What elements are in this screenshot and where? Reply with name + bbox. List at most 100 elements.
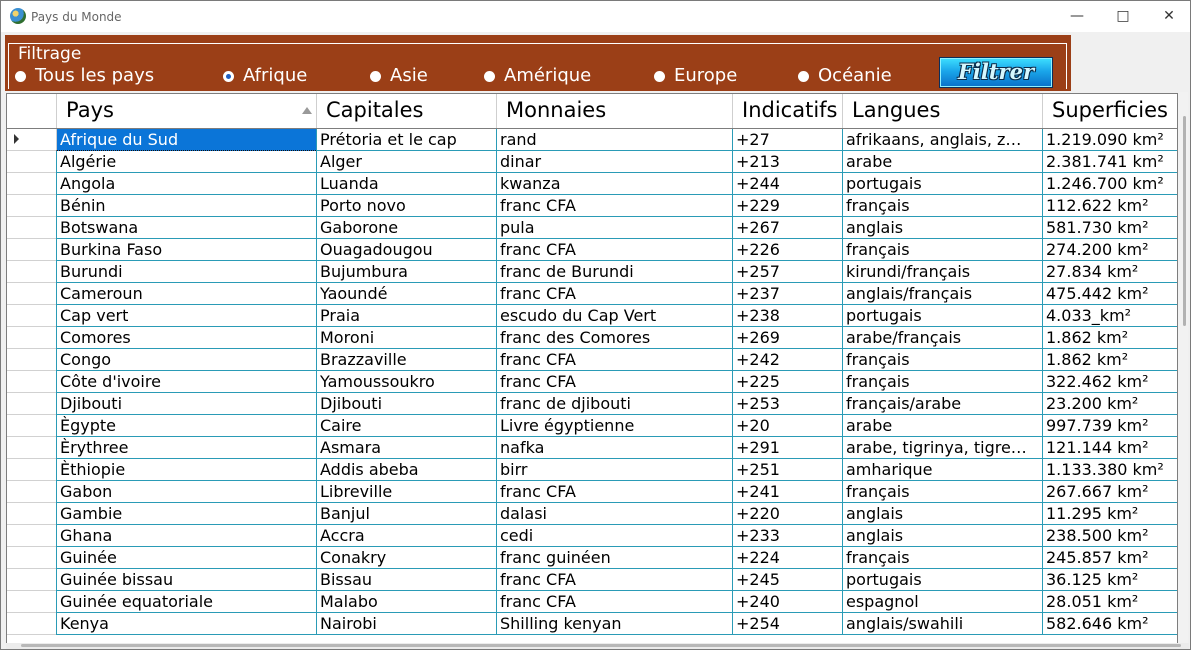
table-cell[interactable]: arabe bbox=[842, 151, 1042, 173]
table-cell[interactable]: Alger bbox=[316, 151, 496, 173]
row-header[interactable] bbox=[7, 349, 56, 371]
table-cell[interactable]: Ègypte bbox=[56, 415, 316, 437]
table-cell[interactable]: franc CFA bbox=[496, 481, 732, 503]
countries-grid[interactable]: Pays Capitales Monnaies Indicatifs Langu… bbox=[6, 93, 1178, 645]
radio-label[interactable]: Amérique bbox=[504, 65, 592, 86]
row-header[interactable] bbox=[7, 173, 56, 195]
table-row[interactable]: Cameroun Yaoundé franc CFA +237 anglais/fran… bbox=[7, 283, 1177, 305]
table-cell[interactable]: français bbox=[842, 195, 1042, 217]
table-cell[interactable]: 4.033_km² bbox=[1042, 305, 1177, 327]
table-cell[interactable]: 475.442 km² bbox=[1042, 283, 1177, 305]
table-cell[interactable]: arabe bbox=[842, 415, 1042, 437]
table-cell[interactable]: français bbox=[842, 349, 1042, 371]
table-cell[interactable]: espagnol bbox=[842, 591, 1042, 613]
table-cell[interactable]: 28.051 km² bbox=[1042, 591, 1177, 613]
table-cell[interactable]: +254 bbox=[732, 613, 842, 635]
row-header[interactable] bbox=[7, 569, 56, 591]
table-row[interactable]: Congo Brazzaville franc CFA +242 français 1.8… bbox=[7, 349, 1177, 371]
table-cell[interactable]: Malabo bbox=[316, 591, 496, 613]
table-cell[interactable]: +257 bbox=[732, 261, 842, 283]
table-cell[interactable]: 121.144 km² bbox=[1042, 437, 1177, 459]
table-row[interactable]: Guinée Conakry franc guinéen +224 français 24… bbox=[7, 547, 1177, 569]
row-header[interactable] bbox=[7, 327, 56, 349]
radio-label[interactable]: Tous les pays bbox=[35, 65, 155, 86]
table-cell[interactable]: afrikaans, anglais, z… bbox=[842, 129, 1042, 151]
table-cell[interactable]: portugais bbox=[842, 305, 1042, 327]
table-cell[interactable]: franc des Comores bbox=[496, 327, 732, 349]
row-header[interactable] bbox=[7, 415, 56, 437]
column-header-capitales[interactable]: Capitales bbox=[316, 94, 496, 128]
table-cell[interactable]: +267 bbox=[732, 217, 842, 239]
table-cell[interactable]: 2.381.741 km² bbox=[1042, 151, 1177, 173]
radio-indicator[interactable] bbox=[484, 71, 495, 82]
row-header[interactable] bbox=[7, 217, 56, 239]
radio-indicator[interactable] bbox=[223, 71, 234, 82]
table-cell[interactable]: franc CFA bbox=[496, 591, 732, 613]
table-cell[interactable]: +224 bbox=[732, 547, 842, 569]
table-cell[interactable]: Algérie bbox=[56, 151, 316, 173]
table-cell[interactable]: français bbox=[842, 481, 1042, 503]
table-cell[interactable]: Angola bbox=[56, 173, 316, 195]
table-cell[interactable]: franc CFA bbox=[496, 239, 732, 261]
row-header[interactable] bbox=[7, 393, 56, 415]
table-cell[interactable]: franc CFA bbox=[496, 569, 732, 591]
table-cell[interactable]: birr bbox=[496, 459, 732, 481]
row-header[interactable] bbox=[7, 503, 56, 525]
column-header-superficies[interactable]: Superficies bbox=[1042, 94, 1177, 128]
radio-label[interactable]: Europe bbox=[674, 65, 738, 86]
table-cell[interactable]: Djibouti bbox=[316, 393, 496, 415]
table-cell[interactable]: +233 bbox=[732, 525, 842, 547]
table-cell[interactable]: 1.219.090 km² bbox=[1042, 129, 1177, 151]
table-cell[interactable]: français bbox=[842, 371, 1042, 393]
table-cell[interactable]: Addis abeba bbox=[316, 459, 496, 481]
table-cell[interactable]: anglais/swahili bbox=[842, 613, 1042, 635]
horizontal-scrollbar-thumb[interactable] bbox=[21, 644, 1181, 647]
table-cell[interactable]: Guinée bbox=[56, 547, 316, 569]
table-cell[interactable]: Accra bbox=[316, 525, 496, 547]
table-cell[interactable]: Cameroun bbox=[56, 283, 316, 305]
table-cell[interactable]: +242 bbox=[732, 349, 842, 371]
table-cell[interactable]: 1.133.380 km² bbox=[1042, 459, 1177, 481]
table-cell[interactable]: 274.200 km² bbox=[1042, 239, 1177, 261]
table-row[interactable]: Djibouti Djibouti franc de djibouti +253 fra… bbox=[7, 393, 1177, 415]
table-cell[interactable]: Praia bbox=[316, 305, 496, 327]
table-cell[interactable]: français bbox=[842, 547, 1042, 569]
table-cell[interactable]: Luanda bbox=[316, 173, 496, 195]
table-cell[interactable]: dalasi bbox=[496, 503, 732, 525]
table-cell[interactable]: Djibouti bbox=[56, 393, 316, 415]
row-header[interactable] bbox=[7, 261, 56, 283]
table-cell[interactable]: Libreville bbox=[316, 481, 496, 503]
filter-button[interactable]: Filtrer bbox=[939, 57, 1053, 88]
table-cell[interactable]: +20 bbox=[732, 415, 842, 437]
table-cell[interactable]: Ouagadougou bbox=[316, 239, 496, 261]
horizontal-scrollbar[interactable] bbox=[6, 643, 1189, 649]
table-row[interactable]: Angola Luanda kwanza +244 portugais 1.246.700… bbox=[7, 173, 1177, 195]
table-cell[interactable]: +291 bbox=[732, 437, 842, 459]
vertical-scrollbar[interactable] bbox=[1178, 92, 1188, 644]
table-cell[interactable]: +225 bbox=[732, 371, 842, 393]
radio-label[interactable]: Océanie bbox=[818, 65, 892, 86]
row-header[interactable] bbox=[7, 613, 56, 635]
table-cell[interactable]: anglais/français bbox=[842, 283, 1042, 305]
table-cell[interactable]: Afrique du Sud bbox=[56, 129, 316, 151]
table-row[interactable]: Guinée bissau Bissau franc CFA +245 portugai… bbox=[7, 569, 1177, 591]
table-cell[interactable]: 245.857 km² bbox=[1042, 547, 1177, 569]
column-header-pays[interactable]: Pays bbox=[56, 94, 316, 128]
row-header[interactable] bbox=[7, 371, 56, 393]
table-cell[interactable]: Asmara bbox=[316, 437, 496, 459]
row-header[interactable] bbox=[7, 481, 56, 503]
close-button[interactable]: ✕ bbox=[1163, 8, 1175, 24]
table-cell[interactable]: anglais bbox=[842, 217, 1042, 239]
table-cell[interactable]: Conakry bbox=[316, 547, 496, 569]
table-row[interactable]: Burundi Bujumbura franc de Burundi +257 kiru… bbox=[7, 261, 1177, 283]
table-cell[interactable]: Livre égyptienne bbox=[496, 415, 732, 437]
table-cell[interactable]: 322.462 km² bbox=[1042, 371, 1177, 393]
table-cell[interactable]: 581.730 km² bbox=[1042, 217, 1177, 239]
table-cell[interactable]: Kenya bbox=[56, 613, 316, 635]
table-cell[interactable]: 11.295 km² bbox=[1042, 503, 1177, 525]
table-cell[interactable]: arabe, tigrinya, tigre… bbox=[842, 437, 1042, 459]
radio-label[interactable]: Asie bbox=[390, 65, 428, 86]
table-cell[interactable]: Yaoundé bbox=[316, 283, 496, 305]
table-row[interactable]: Algérie Alger dinar +213 arabe 2.381.741 km² bbox=[7, 151, 1177, 173]
table-cell[interactable]: amharique bbox=[842, 459, 1042, 481]
